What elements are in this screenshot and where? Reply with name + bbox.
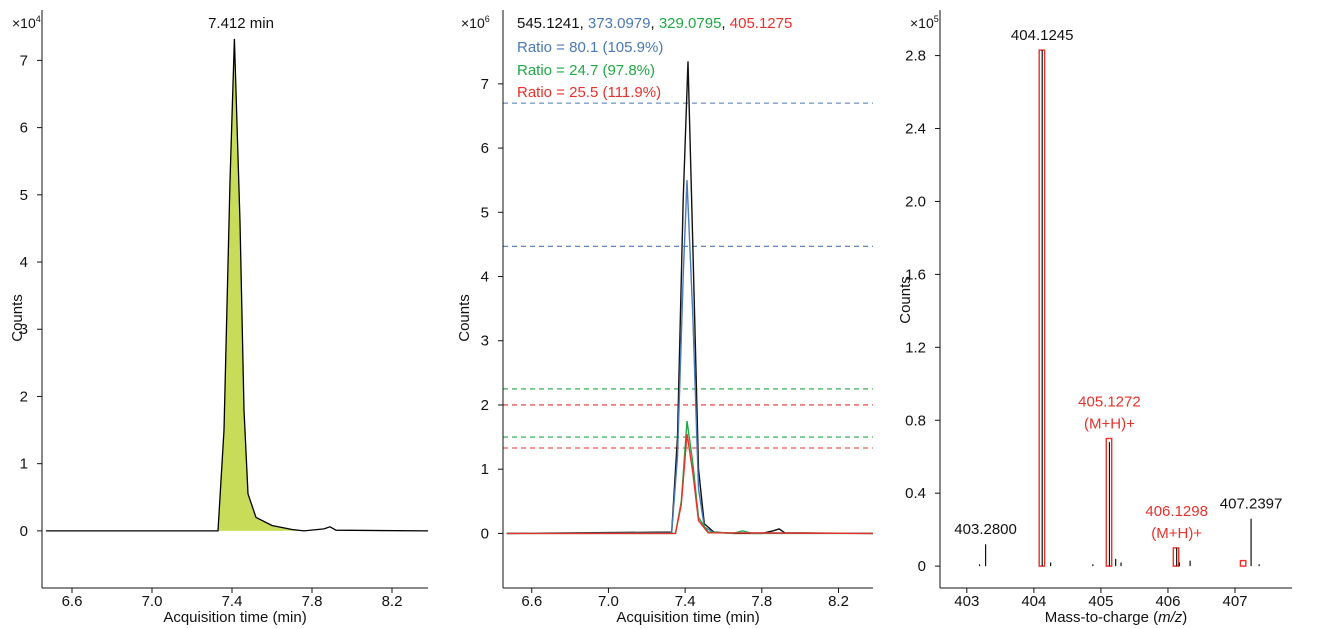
y-tick-label: 7 <box>481 76 489 93</box>
chart-panel-qualifier-ions: ×106 Counts Acquisition time (min) 545.1… <box>456 10 874 626</box>
ion-traces <box>506 61 874 535</box>
ion-label-quant: 545.1241 <box>517 15 580 32</box>
y-tick-label: 5 <box>20 187 28 204</box>
y-tick-label: 6 <box>481 140 489 157</box>
y-axis-label: Counts <box>9 294 26 342</box>
y-tick-label: 6 <box>20 120 28 137</box>
ratio-tolerance-lines <box>503 102 873 449</box>
y-tick-label: 4 <box>481 269 489 286</box>
isotope-box <box>1239 559 1247 567</box>
integrated-peak-area <box>218 38 304 531</box>
x-tick-label: 7.4 <box>222 593 243 610</box>
y-tick-label: 0 <box>918 558 926 575</box>
ion-trace <box>506 180 874 535</box>
peak-label: 407.2397 <box>1220 496 1283 513</box>
x-tick-label: 6.6 <box>521 593 542 610</box>
x-tick-label: 405 <box>1088 593 1113 610</box>
ratio-label-1: Ratio = 80.1 (105.9%) <box>517 39 663 56</box>
y-tick-label: 0.8 <box>905 412 926 429</box>
y-tick-label: 2 <box>481 397 489 414</box>
y-tick-label: 4 <box>20 254 28 271</box>
y-multiplier: ×105 <box>910 14 939 31</box>
x-tick-label: 6.6 <box>62 593 83 610</box>
x-tick-label: 7.8 <box>751 593 772 610</box>
x-tick-label: 406 <box>1155 593 1180 610</box>
y-axis-label: Counts <box>456 294 473 342</box>
peak-label: 403.2800 <box>954 521 1017 538</box>
x-tick-label: 403 <box>954 593 979 610</box>
y-multiplier: ×106 <box>461 14 490 31</box>
x-axis-label: Mass-to-charge (m/z) <box>1045 609 1188 626</box>
x-tick-label: 8.2 <box>382 593 403 610</box>
y-tick-label: 2.4 <box>905 121 926 138</box>
peak-label: 404.1245 <box>1011 27 1074 44</box>
y-tick-label: 7 <box>20 52 28 69</box>
y-multiplier: ×104 <box>12 14 41 31</box>
peak-label: (M+H)+ <box>1084 415 1135 432</box>
ion-trace <box>506 433 874 535</box>
y-tick-label: 3 <box>481 333 489 350</box>
y-ticks: 0 1 2 3 4 5 6 7 <box>481 76 503 542</box>
chart-panel-mass-spectrum: ×105 Counts Mass-to-charge (m/z) 0 0.4 0.8… <box>897 10 1292 626</box>
y-tick-label: 0 <box>20 523 28 540</box>
x-tick-label: 7.4 <box>675 593 696 610</box>
isotope-box <box>1172 547 1180 567</box>
ratio-label-3: Ratio = 25.5 (111.9%) <box>517 84 661 101</box>
x-tick-label: 7.0 <box>598 593 619 610</box>
peak-label: 406.1298 <box>1145 503 1208 520</box>
y-tick-label: 2.0 <box>905 193 926 210</box>
y-tick-label: 0 <box>481 525 489 542</box>
y-tick-label: 5 <box>481 204 489 221</box>
ion-label-qual-3: 405.1275 <box>730 15 793 32</box>
chart-panel-chromatogram: ×104 Counts Acquisition time (min) 7.412… <box>9 10 429 626</box>
chromatogram-trace <box>46 38 429 532</box>
y-tick-label: 1.6 <box>905 266 926 283</box>
peak-retention-label: 7.412 min <box>208 15 274 32</box>
x-tick-label: 404 <box>1021 593 1046 610</box>
spectrum-peaks <box>978 50 1260 567</box>
ion-list: 545.1241, 373.0979, 329.0795, 405.1275 <box>517 15 792 32</box>
x-ticks: 6.6 7.0 7.4 7.8 8.2 <box>521 588 849 610</box>
x-tick-label: 8.2 <box>828 593 849 610</box>
y-tick-label: 2 <box>20 388 28 405</box>
x-axis-label: Acquisition time (min) <box>163 609 306 626</box>
y-tick-label: 3 <box>20 321 28 338</box>
y-tick-label: 1 <box>481 461 489 478</box>
ion-trace <box>506 420 873 535</box>
y-tick-label: 1 <box>20 456 28 473</box>
peak-labels: 404.1245 405.1272 (M+H)+ 406.1298 (M+H)+ 403.… <box>954 27 1282 542</box>
peak-label: (M+H)+ <box>1151 525 1202 542</box>
y-tick-label: 0.4 <box>905 485 926 502</box>
x-axis-label: Acquisition time (min) <box>616 609 759 626</box>
x-tick-label: 407 <box>1222 593 1247 610</box>
y-axis-label: Counts <box>897 276 914 324</box>
x-tick-label: 7.0 <box>142 593 163 610</box>
x-tick-label: 7.8 <box>302 593 323 610</box>
x-ticks: 403 404 405 406 407 <box>954 588 1248 610</box>
y-ticks: 0 0.4 0.8 1.2 1.6 2.0 2.4 2.8 <box>905 48 940 575</box>
peak-label: 405.1272 <box>1078 393 1141 410</box>
ratio-label-2: Ratio = 24.7 (97.8%) <box>517 62 655 79</box>
y-tick-label: 2.8 <box>905 48 926 65</box>
ion-label-qual-2: 329.0795 <box>659 15 722 32</box>
y-tick-label: 1.2 <box>905 339 926 356</box>
ion-label-qual-1: 373.0979 <box>588 15 651 32</box>
ion-trace <box>506 61 874 535</box>
x-ticks: 6.6 7.0 7.4 7.8 8.2 <box>62 588 403 610</box>
y-ticks: 0 1 2 3 4 5 6 7 <box>20 52 42 540</box>
isotope-pattern-boxes <box>1038 49 1247 567</box>
